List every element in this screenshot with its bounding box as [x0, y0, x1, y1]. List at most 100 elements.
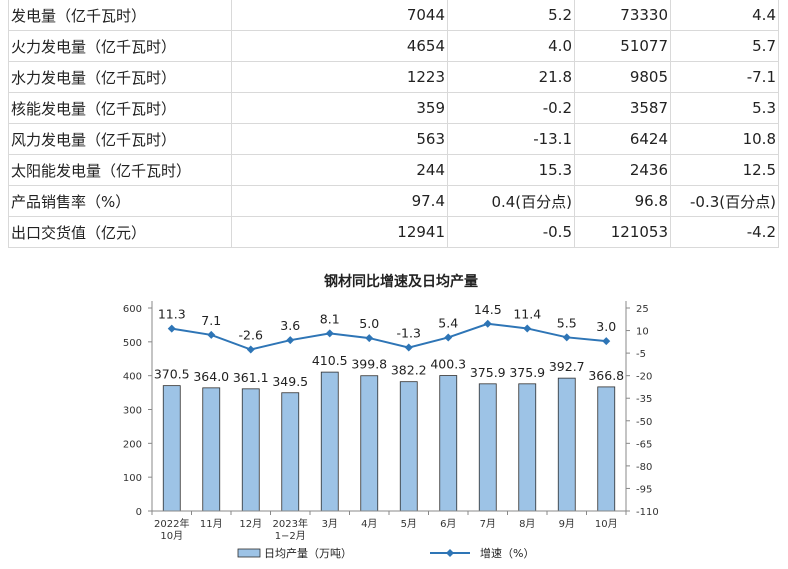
line-value-label: 5.0	[359, 316, 379, 331]
bar	[557, 377, 576, 512]
row-label: 核能发电量（亿千瓦时）	[8, 92, 232, 124]
legend-line-marker	[446, 549, 454, 557]
bar	[202, 387, 221, 512]
table-cell: 3587	[574, 92, 671, 124]
x-tick-label: 2022年	[154, 517, 189, 530]
left-tick-label: 600	[123, 304, 142, 315]
table-cell: 7044	[231, 0, 448, 31]
chart-title: 钢材同比增速及日均产量	[324, 273, 478, 290]
table-row: 发电量（亿千瓦时） 7044 5.2 73330 4.4	[8, 0, 779, 31]
bar	[162, 385, 181, 512]
table-cell: 0.4(百分点)	[447, 185, 575, 217]
right-tick-label: -50	[636, 417, 652, 428]
line-point	[562, 333, 571, 342]
line-value-label: 5.4	[438, 315, 458, 330]
right-tick-label: -80	[636, 462, 652, 473]
table-cell: 5.2	[447, 0, 575, 31]
bar-value-label: 375.9	[509, 365, 545, 380]
x-tick-label: 4月	[361, 518, 377, 530]
table-cell: -7.1	[670, 61, 779, 93]
row-label: 水力发电量（亿千瓦时）	[8, 61, 232, 93]
legend-bar-swatch	[237, 548, 261, 558]
bar	[399, 381, 418, 512]
table-cell: 21.8	[447, 61, 575, 93]
bar-value-label: 361.1	[233, 370, 269, 385]
right-tick-label: 25	[636, 304, 649, 315]
right-tick-label: -35	[636, 394, 652, 405]
right-tick-label: 10	[636, 327, 649, 338]
x-tick-label: 6月	[440, 518, 456, 530]
row-label: 发电量（亿千瓦时）	[8, 0, 232, 31]
bar-value-label: 400.3	[430, 357, 466, 372]
table-row: 核能发电量（亿千瓦时） 359 -0.2 3587 5.3	[8, 92, 779, 124]
table-cell: 96.8	[574, 185, 671, 217]
table-cell: 359	[231, 92, 448, 124]
table-cell: 563	[231, 123, 448, 155]
left-tick-label: 300	[123, 406, 142, 417]
legend: 日均产量（万吨） 增速（%）	[237, 546, 534, 560]
table-cell: -13.1	[447, 123, 575, 155]
table-body: 发电量（亿千瓦时） 7044 5.2 73330 4.4 火力发电量（亿千瓦时） 4654 4…	[8, 0, 779, 248]
x-tick-label: 12月	[239, 518, 262, 530]
legend-line-label: 增速（%）	[480, 546, 534, 560]
bar-value-label: 366.8	[588, 368, 624, 383]
table-cell: 51077	[574, 30, 671, 62]
table-cell: -0.2	[447, 92, 575, 124]
line-point	[325, 329, 334, 338]
x-tick-label: 9月	[559, 518, 575, 530]
bar	[478, 383, 497, 512]
row-label: 太阳能发电量（亿千瓦时）	[8, 154, 232, 186]
table-cell: 121053	[574, 216, 671, 248]
bar-value-label: 410.5	[312, 353, 348, 368]
left-tick-label: 0	[136, 507, 142, 518]
table-row: 出口交货值（亿元） 12941 -0.5 121053 -4.2	[8, 216, 779, 248]
table-cell: 244	[231, 154, 448, 186]
table-cell: -0.5	[447, 216, 575, 248]
bar	[241, 388, 260, 512]
bar-value-label: 392.7	[549, 359, 585, 374]
legend-bar-label: 日均产量（万吨）	[264, 546, 352, 560]
table-cell: -0.3(百分点)	[670, 185, 779, 217]
x-tick-label: 8月	[519, 518, 535, 530]
x-tick-label: 7月	[480, 518, 496, 530]
right-tick-label: -65	[636, 439, 652, 450]
table-cell: -4.2	[670, 216, 779, 248]
table-cell: 10.8	[670, 123, 779, 155]
bar-value-label: 382.2	[391, 363, 427, 378]
line-point	[404, 343, 413, 352]
line-value-label: 3.6	[280, 318, 300, 333]
table-cell: 12.5	[670, 154, 779, 186]
table-row: 太阳能发电量（亿千瓦时） 244 15.3 2436 12.5	[8, 154, 779, 186]
left-tick-label: 400	[123, 372, 142, 383]
table-cell: 2436	[574, 154, 671, 186]
line-point	[286, 336, 295, 345]
table-cell: 12941	[231, 216, 448, 248]
table-row: 风力发电量（亿千瓦时） 563 -13.1 6424 10.8	[8, 123, 779, 155]
line-value-label: 8.1	[320, 311, 340, 326]
bar	[439, 375, 458, 512]
bar	[281, 392, 300, 512]
x-tick-label: 5月	[401, 518, 417, 530]
bar	[360, 375, 379, 512]
line-point	[365, 334, 374, 343]
line-layer: 11.3 7.1 -2.6 3.6 8.1 5.0 -1.3 5.4 14.5 11.4 5.5 3.…	[158, 302, 616, 354]
bar	[518, 383, 537, 512]
axes-layer: 0 100 200 300 400 500 600 25 10 -5 -20 -35 -50 -65 -80…	[123, 301, 659, 542]
table-cell: 1223	[231, 61, 448, 93]
right-tick-label: -95	[636, 484, 652, 495]
line-point	[602, 337, 611, 346]
table-row: 水力发电量（亿千瓦时） 1223 21.8 9805 -7.1	[8, 61, 779, 93]
bar-value-label: 399.8	[351, 357, 387, 372]
right-tick-label: -110	[636, 507, 659, 518]
row-label: 风力发电量（亿千瓦时）	[8, 123, 232, 155]
line-value-label: 5.5	[557, 315, 577, 330]
bar-value-label: 370.5	[154, 367, 190, 382]
table-cell: 15.3	[447, 154, 575, 186]
table-cell: 73330	[574, 0, 671, 31]
line-point	[207, 330, 216, 339]
row-label: 出口交货值（亿元）	[8, 216, 232, 248]
row-label: 火力发电量（亿千瓦时）	[8, 30, 232, 62]
line-point	[483, 319, 492, 328]
statistics-table: 发电量（亿千瓦时） 7044 5.2 73330 4.4 火力发电量（亿千瓦时） 4654 4…	[8, 0, 779, 248]
table-cell: 4.4	[670, 0, 779, 31]
